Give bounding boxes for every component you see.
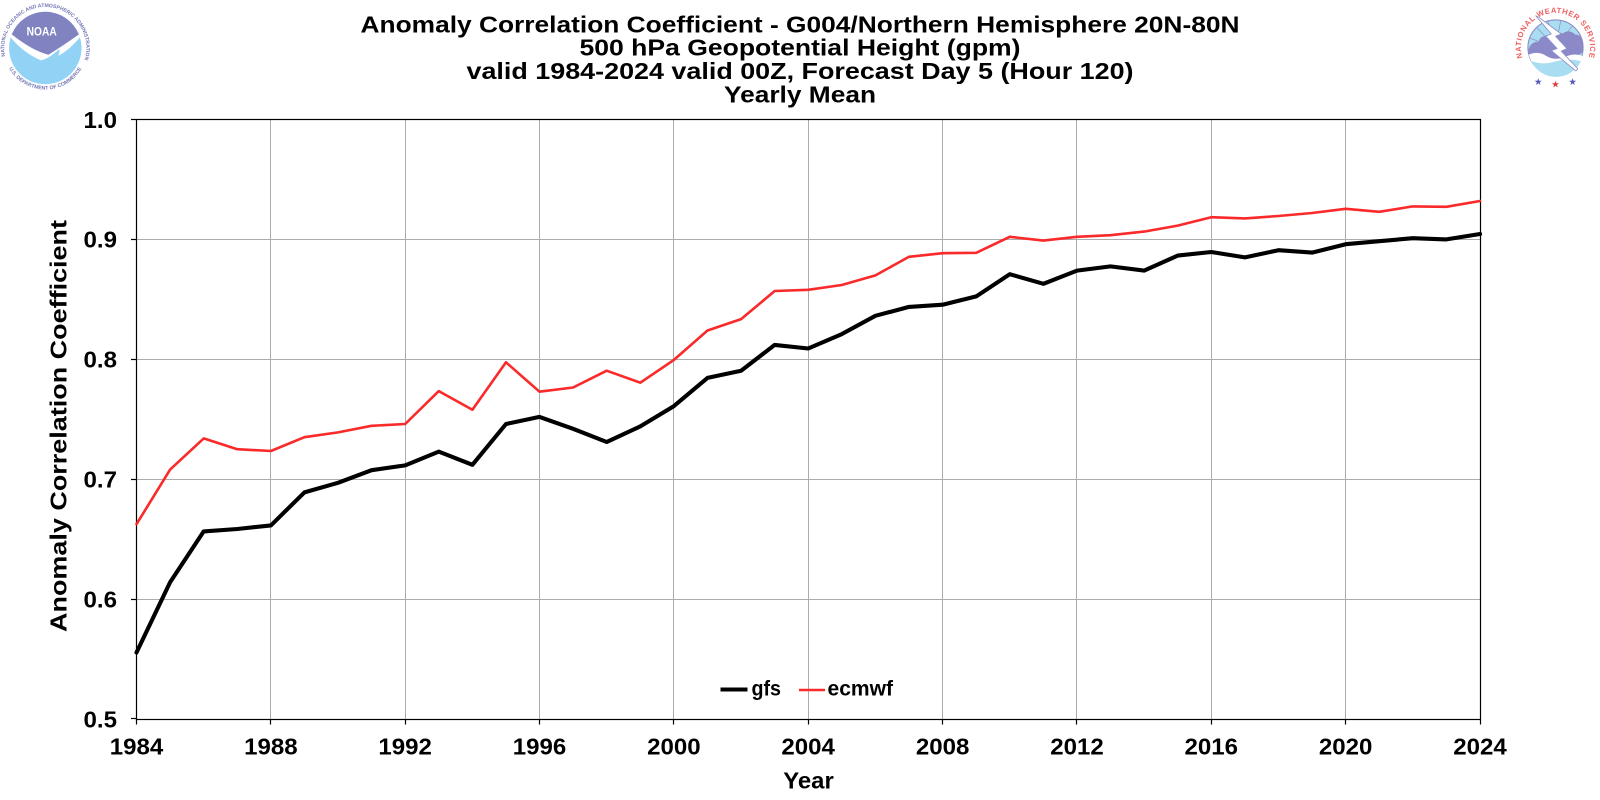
svg-text:500 hPa Geopotential Height (g: 500 hPa Geopotential Height (gpm) (580, 35, 1021, 61)
svg-text:★: ★ (1568, 77, 1577, 86)
svg-text:1996: 1996 (513, 734, 567, 760)
svg-text:Anomaly Correlation Coefficien: Anomaly Correlation Coefficient (46, 220, 72, 632)
svg-text:0.9: 0.9 (84, 227, 118, 253)
svg-text:NOAA: NOAA (27, 25, 57, 39)
svg-text:★: ★ (1551, 80, 1560, 89)
svg-text:2000: 2000 (647, 734, 701, 760)
svg-text:valid 1984-2024 valid 00Z, For: valid 1984-2024 valid 00Z, Forecast Day … (467, 58, 1134, 84)
svg-text:2008: 2008 (916, 734, 970, 760)
svg-text:2024: 2024 (1453, 734, 1507, 760)
svg-text:★: ★ (1534, 77, 1543, 86)
svg-text:0.5: 0.5 (84, 706, 118, 732)
svg-text:2016: 2016 (1185, 734, 1239, 760)
svg-text:Yearly Mean: Yearly Mean (724, 81, 876, 107)
svg-text:1984: 1984 (110, 734, 164, 760)
svg-text:1992: 1992 (378, 734, 432, 760)
svg-text:ecmwf: ecmwf (828, 678, 895, 701)
svg-text:Year: Year (783, 768, 834, 794)
svg-text:0.6: 0.6 (84, 586, 118, 612)
svg-text:Anomaly Correlation Coefficien: Anomaly Correlation Coefficient - G004/N… (361, 11, 1240, 37)
svg-text:1.0: 1.0 (84, 107, 118, 133)
svg-text:2020: 2020 (1319, 734, 1373, 760)
svg-text:2004: 2004 (781, 734, 835, 760)
svg-text:0.7: 0.7 (84, 467, 118, 493)
svg-text:1988: 1988 (244, 734, 298, 760)
svg-text:gfs: gfs (752, 678, 782, 701)
svg-text:0.8: 0.8 (84, 347, 118, 373)
svg-text:2012: 2012 (1050, 734, 1104, 760)
